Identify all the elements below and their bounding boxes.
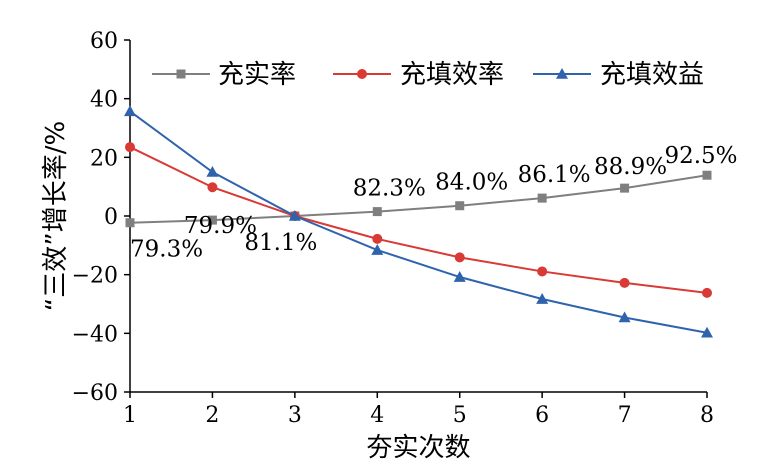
x-tick-label: 7 bbox=[618, 403, 632, 428]
data-point bbox=[702, 287, 712, 298]
legend-label: 充实率 bbox=[218, 60, 296, 90]
series-line bbox=[129, 174, 708, 224]
y-axis-title: “三效”增长率/% bbox=[41, 121, 71, 311]
data-point bbox=[372, 233, 383, 244]
legend-marker bbox=[176, 69, 186, 79]
data-point bbox=[537, 266, 548, 277]
data-label: 81.1% bbox=[244, 230, 317, 256]
legend-item: 充填效益 bbox=[533, 60, 704, 90]
data-point bbox=[701, 326, 713, 338]
y-tick-label: 40 bbox=[90, 88, 118, 113]
data-label: 88.9% bbox=[594, 154, 667, 180]
data-label: 79.9% bbox=[184, 213, 257, 239]
data-point bbox=[372, 207, 382, 217]
data-point bbox=[206, 166, 219, 177]
y-tick-label: −60 bbox=[72, 381, 118, 406]
legend-item: 充填效率 bbox=[333, 60, 504, 90]
series-2 bbox=[125, 142, 712, 298]
data-point bbox=[702, 170, 712, 180]
data-point bbox=[454, 252, 465, 263]
data-point bbox=[620, 183, 630, 193]
data-point bbox=[537, 193, 547, 203]
x-tick-label: 5 bbox=[453, 403, 467, 428]
x-tick-label: 2 bbox=[205, 403, 219, 428]
data-point bbox=[618, 311, 631, 323]
data-point bbox=[125, 142, 135, 153]
legend-label: 充填效率 bbox=[400, 60, 504, 90]
data-point bbox=[207, 215, 217, 225]
axes: 60 40 20 0 −20 −40 −601 2 3 4 5 6 7 8 bbox=[72, 29, 714, 428]
data-label: 86.1% bbox=[518, 162, 591, 188]
y-tick-label: 60 bbox=[90, 29, 118, 54]
y-tick-label: −20 bbox=[72, 264, 118, 289]
data-point bbox=[125, 218, 135, 228]
x-tick-label: 4 bbox=[370, 403, 384, 428]
y-tick-label: 20 bbox=[90, 146, 118, 171]
y-tick-label: 0 bbox=[104, 205, 118, 230]
data-point bbox=[371, 244, 384, 255]
series-line bbox=[129, 146, 708, 294]
x-tick-label: 6 bbox=[535, 403, 549, 428]
series-line bbox=[129, 110, 708, 334]
legend-label: 充填效益 bbox=[600, 60, 704, 90]
annotations: 79.3%79.9%81.1% 82.3% 84.0% 86.1% 88.9%92.5% bbox=[130, 143, 738, 263]
legend: 充实率 充填效率 充填效益 bbox=[152, 60, 704, 90]
data-point bbox=[288, 210, 301, 221]
legend-marker bbox=[556, 68, 568, 79]
legend-marker bbox=[357, 69, 367, 79]
data-point bbox=[124, 105, 136, 117]
data-point bbox=[455, 201, 465, 211]
data-label: 92.5% bbox=[664, 143, 737, 169]
x-tick-label: 1 bbox=[123, 403, 137, 428]
x-tick-label: 3 bbox=[288, 403, 302, 428]
data-label: 79.3% bbox=[130, 237, 203, 263]
data-point bbox=[536, 293, 549, 304]
legend-item: 充实率 bbox=[152, 60, 296, 90]
y-tick-label: −40 bbox=[72, 322, 118, 347]
x-tick-label: 8 bbox=[700, 403, 714, 428]
data-point bbox=[453, 271, 466, 282]
data-point bbox=[619, 277, 630, 288]
data-label: 82.3% bbox=[353, 176, 426, 202]
data-label: 84.0% bbox=[435, 170, 508, 196]
data-point bbox=[207, 182, 218, 193]
x-axis-title: 夯实次数 bbox=[366, 433, 470, 463]
series-3 bbox=[124, 105, 713, 338]
series-layer bbox=[124, 105, 713, 338]
